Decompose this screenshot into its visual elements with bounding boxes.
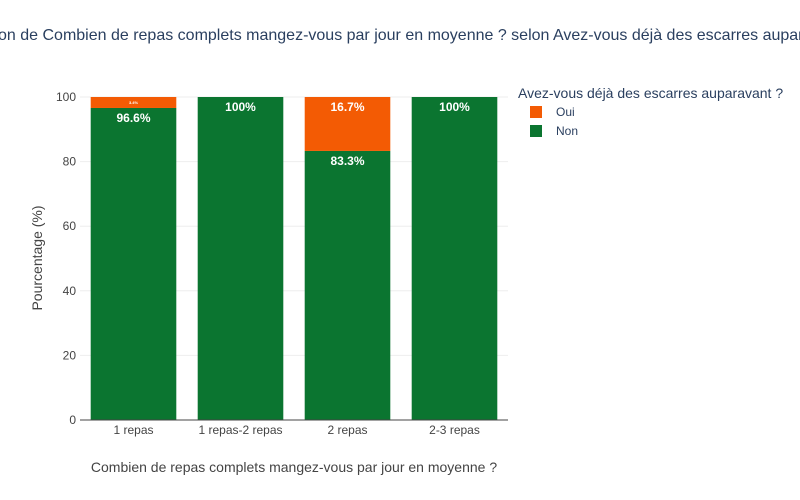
data-label: 3.4% <box>129 100 139 105</box>
legend: Avez-vous déjà des escarres auparavant ?… <box>518 85 783 138</box>
y-tick-label: 60 <box>63 219 77 233</box>
y-tick-label: 80 <box>63 155 77 169</box>
bars <box>90 97 498 421</box>
bar-non <box>304 150 391 421</box>
x-tick-label: 2 repas <box>327 423 367 437</box>
x-tick-label: 2-3 repas <box>429 423 480 437</box>
legend-item-oui[interactable]: Oui <box>556 105 575 119</box>
legend-swatch-non <box>530 125 542 137</box>
legend-swatch-oui <box>530 106 542 118</box>
data-label: 96.6% <box>116 111 150 125</box>
data-label: 83.3% <box>330 154 364 168</box>
bar-oui <box>304 97 391 151</box>
bar-non <box>197 97 284 420</box>
x-tick-label: 1 repas <box>113 423 153 437</box>
x-tick-label: 1 repas-2 repas <box>198 423 282 437</box>
bar-non <box>411 97 498 420</box>
bar-labels: 96.6% 3.4% 100% 83.3% 16.7% 100% <box>116 100 470 168</box>
data-label: 100% <box>225 100 256 114</box>
bar-oui <box>90 97 177 108</box>
y-tick-label: 0 <box>69 413 76 427</box>
data-label: 16.7% <box>330 100 364 114</box>
bar-non <box>90 107 177 421</box>
y-axis-ticks: 0 20 40 60 80 100 <box>56 90 76 427</box>
legend-item-non[interactable]: Non <box>556 124 578 138</box>
y-axis-title: Pourcentage (%) <box>29 205 45 310</box>
x-axis-ticks: 1 repas 1 repas-2 repas 2 repas 2-3 repas <box>113 423 479 437</box>
y-tick-label: 40 <box>63 284 77 298</box>
y-tick-label: 100 <box>56 90 76 104</box>
y-tick-label: 20 <box>63 348 77 362</box>
data-label: 100% <box>439 100 470 114</box>
x-axis-title: Combien de repas complets mangez-vous pa… <box>91 459 497 475</box>
chart-title: on de Combien de repas complets mangez-v… <box>0 27 800 44</box>
legend-title: Avez-vous déjà des escarres auparavant ? <box>518 85 783 101</box>
